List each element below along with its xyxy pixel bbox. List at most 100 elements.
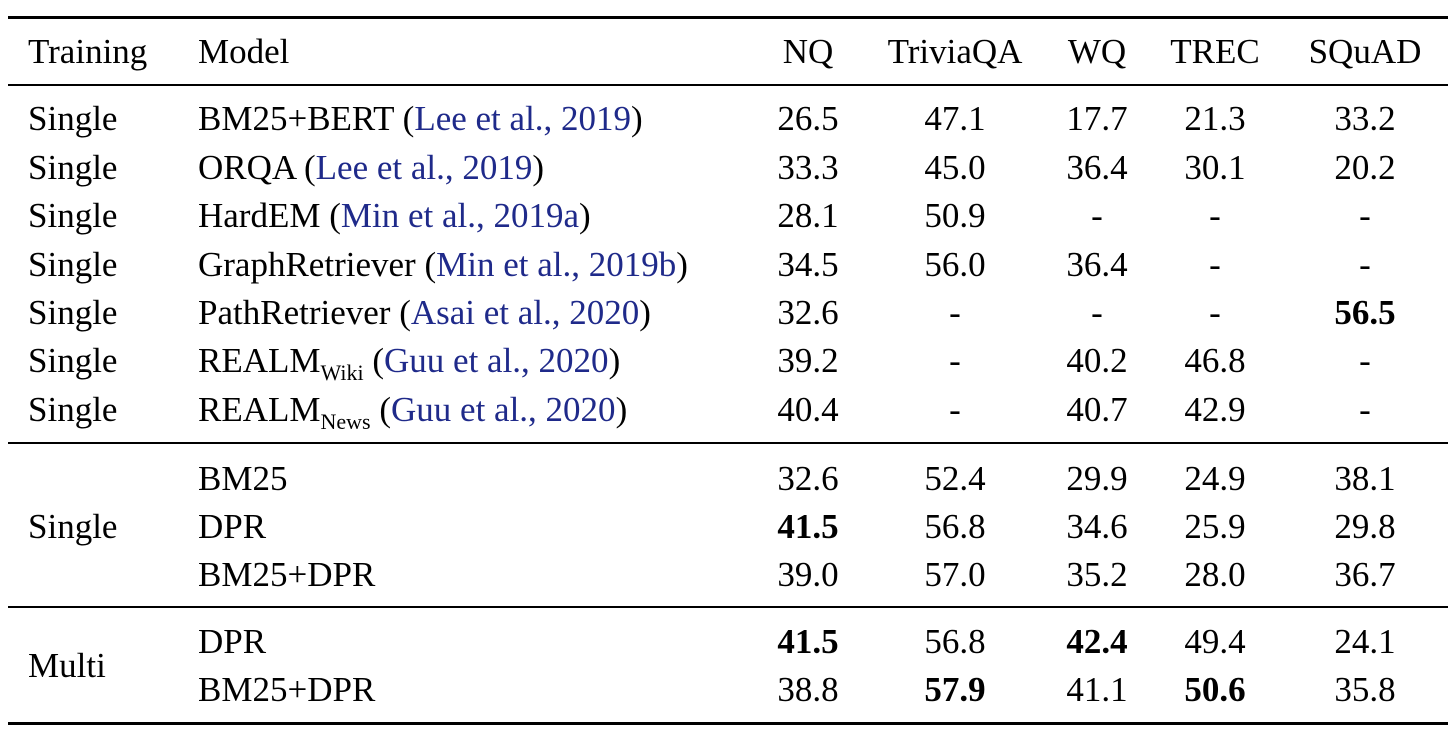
score-cell: - [1359, 196, 1371, 235]
header-dataset: SQuAD [1308, 32, 1422, 71]
model-cell: DPR [198, 622, 267, 661]
training-cell: Single [28, 245, 118, 284]
score-cell: 26.5 [777, 99, 839, 138]
score-cell: - [1209, 245, 1221, 284]
model-cell: DPR [198, 507, 267, 546]
score-cell: 42.4 [1066, 622, 1128, 661]
model-name: REALM [198, 390, 321, 429]
score-cell: - [1209, 196, 1221, 235]
score-cell: 38.1 [1334, 459, 1396, 498]
score-cell: 34.5 [777, 245, 839, 284]
top-rule [8, 16, 1448, 19]
model-cell: PathRetriever (Asai et al., 2020) [198, 293, 651, 332]
training-cell: Multi [28, 646, 106, 685]
model-cell: REALMWiki (Guu et al., 2020) [198, 341, 621, 385]
training-cell: Single [28, 148, 118, 187]
score-cell: 45.0 [924, 148, 986, 187]
header-rule [8, 84, 1448, 86]
citation-link[interactable]: Guu et al., 2020 [384, 341, 609, 380]
score-cell: 56.5 [1334, 293, 1396, 332]
score-cell: 35.2 [1066, 555, 1128, 594]
score-cell: 52.4 [924, 459, 986, 498]
model-cell: REALMNews (Guu et al., 2020) [198, 390, 628, 434]
score-cell: 50.9 [924, 196, 986, 235]
score-cell: - [949, 390, 961, 429]
score-cell: 35.8 [1334, 670, 1396, 709]
citation-link[interactable]: Guu et al., 2020 [391, 390, 616, 429]
score-cell: 41.5 [777, 622, 839, 661]
header-dataset: NQ [782, 32, 834, 71]
score-cell: 32.6 [777, 459, 839, 498]
model-name: HardEM [198, 196, 321, 235]
group-rule [8, 606, 1448, 608]
score-cell: - [949, 341, 961, 380]
score-cell: 56.8 [924, 622, 986, 661]
score-cell: 21.3 [1184, 99, 1246, 138]
citation-link[interactable]: Min et al., 2019a [340, 196, 580, 235]
model-cell: HardEM (Min et al., 2019a) [198, 196, 591, 235]
score-cell: 56.0 [924, 245, 986, 284]
score-cell: - [1209, 293, 1221, 332]
score-cell: 29.9 [1066, 459, 1128, 498]
header-dataset: TREC [1170, 32, 1260, 71]
score-cell: 29.8 [1334, 507, 1396, 546]
score-cell: 34.6 [1066, 507, 1128, 546]
model-name: PathRetriever [198, 293, 391, 332]
score-cell: - [1359, 245, 1371, 284]
score-cell: 40.7 [1066, 390, 1128, 429]
model-name: ORQA [198, 148, 296, 187]
score-cell: 42.9 [1184, 390, 1246, 429]
score-cell: 41.1 [1066, 670, 1128, 709]
model-cell: BM25+BERT (Lee et al., 2019) [198, 99, 643, 138]
score-cell: 39.0 [777, 555, 839, 594]
model-cell: BM25+DPR [198, 670, 376, 709]
model-subscript: Wiki [320, 360, 364, 385]
score-cell: 50.6 [1184, 670, 1246, 709]
score-cell: - [949, 293, 961, 332]
score-cell: - [1091, 196, 1103, 235]
score-cell: 33.3 [777, 148, 839, 187]
citation-link[interactable]: Min et al., 2019b [436, 245, 677, 284]
training-cell: Single [28, 293, 118, 332]
header-dataset: WQ [1067, 32, 1127, 71]
score-cell: 24.1 [1334, 622, 1396, 661]
citation-link[interactable]: Asai et al., 2020 [410, 293, 640, 332]
header-model: Model [198, 32, 290, 71]
score-cell: 38.8 [777, 670, 839, 709]
score-cell: - [1359, 341, 1371, 380]
score-cell: 28.0 [1184, 555, 1246, 594]
score-cell: 41.5 [777, 507, 839, 546]
training-cell: Single [28, 390, 118, 429]
group-rule [8, 442, 1448, 444]
score-cell: 46.8 [1184, 341, 1246, 380]
score-cell: 24.9 [1184, 459, 1246, 498]
score-cell: 40.2 [1066, 341, 1128, 380]
score-cell: 36.7 [1334, 555, 1396, 594]
model-name: GraphRetriever [198, 245, 416, 284]
model-cell: GraphRetriever (Min et al., 2019b) [198, 245, 688, 284]
score-cell: 36.4 [1066, 148, 1128, 187]
score-cell: 25.9 [1184, 507, 1246, 546]
score-cell: 33.2 [1334, 99, 1396, 138]
score-cell: - [1091, 293, 1103, 332]
score-cell: 36.4 [1066, 245, 1128, 284]
citation-link[interactable]: Lee et al., 2019 [414, 99, 632, 138]
model-cell: BM25+DPR [198, 555, 376, 594]
score-cell: 39.2 [777, 341, 839, 380]
score-cell: 49.4 [1184, 622, 1246, 661]
model-subscript: News [320, 409, 371, 434]
bottom-rule [8, 722, 1448, 725]
model-name: REALM [198, 341, 321, 380]
score-cell: 17.7 [1066, 99, 1128, 138]
score-cell: 20.2 [1334, 148, 1396, 187]
model-cell: BM25 [198, 459, 288, 498]
score-cell: - [1359, 390, 1371, 429]
header-training: Training [28, 32, 148, 71]
training-cell: Single [28, 507, 118, 546]
score-cell: 40.4 [777, 390, 839, 429]
model-cell: ORQA (Lee et al., 2019) [198, 148, 545, 187]
score-cell: 57.0 [924, 555, 986, 594]
header-dataset: TriviaQA [887, 32, 1023, 71]
citation-link[interactable]: Lee et al., 2019 [315, 148, 533, 187]
